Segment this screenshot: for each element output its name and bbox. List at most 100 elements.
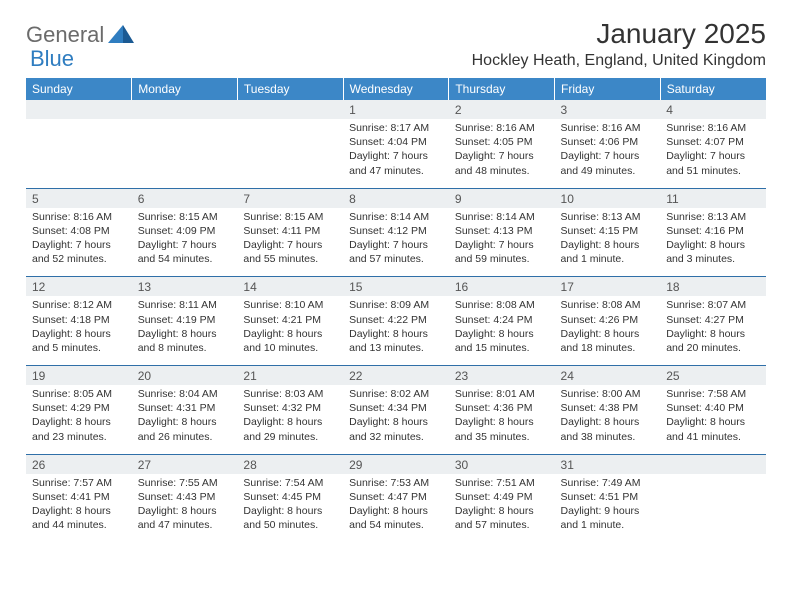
day-detail-line: Sunset: 4:40 PM: [666, 401, 760, 415]
day-detail-line: and 41 minutes.: [666, 430, 760, 444]
day-number-cell: [26, 100, 132, 119]
day-detail-cell: Sunrise: 8:02 AMSunset: 4:34 PMDaylight:…: [343, 385, 449, 454]
day-detail-row: Sunrise: 8:16 AMSunset: 4:08 PMDaylight:…: [26, 208, 766, 277]
day-detail-line: and 1 minute.: [561, 252, 655, 266]
day-number-cell: 7: [237, 188, 343, 208]
day-detail-line: Daylight: 8 hours: [666, 327, 760, 341]
day-detail-line: Daylight: 7 hours: [561, 149, 655, 163]
day-detail-line: Sunrise: 7:53 AM: [349, 476, 443, 490]
day-detail-line: Sunrise: 8:16 AM: [561, 121, 655, 135]
day-detail-cell: Sunrise: 8:13 AMSunset: 4:15 PMDaylight:…: [555, 208, 661, 277]
day-detail-line: Sunset: 4:04 PM: [349, 135, 443, 149]
day-detail-cell: Sunrise: 8:12 AMSunset: 4:18 PMDaylight:…: [26, 296, 132, 365]
day-detail-line: Daylight: 8 hours: [243, 415, 337, 429]
day-detail-cell: Sunrise: 7:51 AMSunset: 4:49 PMDaylight:…: [449, 474, 555, 543]
day-detail-cell: Sunrise: 7:58 AMSunset: 4:40 PMDaylight:…: [660, 385, 766, 454]
day-detail-line: Sunrise: 8:10 AM: [243, 298, 337, 312]
day-detail-line: Daylight: 8 hours: [561, 327, 655, 341]
brand-name-part2: Blue: [30, 46, 74, 71]
weekday-header: Friday: [555, 78, 661, 100]
day-detail-line: and 1 minute.: [561, 518, 655, 532]
day-detail-cell: [237, 119, 343, 188]
day-number-cell: 1: [343, 100, 449, 119]
day-detail-line: Daylight: 8 hours: [561, 238, 655, 252]
day-detail-line: Daylight: 8 hours: [138, 327, 232, 341]
day-detail-cell: Sunrise: 8:08 AMSunset: 4:26 PMDaylight:…: [555, 296, 661, 365]
day-detail-line: Sunset: 4:15 PM: [561, 224, 655, 238]
day-detail-row: Sunrise: 7:57 AMSunset: 4:41 PMDaylight:…: [26, 474, 766, 543]
day-detail-cell: Sunrise: 7:53 AMSunset: 4:47 PMDaylight:…: [343, 474, 449, 543]
day-detail-line: Sunset: 4:45 PM: [243, 490, 337, 504]
day-number-cell: 4: [660, 100, 766, 119]
day-detail-line: and 5 minutes.: [32, 341, 126, 355]
day-detail-line: and 38 minutes.: [561, 430, 655, 444]
day-detail-line: Sunrise: 7:54 AM: [243, 476, 337, 490]
day-detail-cell: Sunrise: 8:13 AMSunset: 4:16 PMDaylight:…: [660, 208, 766, 277]
day-detail-line: Sunset: 4:09 PM: [138, 224, 232, 238]
day-detail-line: Sunrise: 7:49 AM: [561, 476, 655, 490]
day-detail-line: and 23 minutes.: [32, 430, 126, 444]
day-detail-cell: Sunrise: 8:05 AMSunset: 4:29 PMDaylight:…: [26, 385, 132, 454]
weekday-header: Monday: [132, 78, 238, 100]
day-detail-line: Daylight: 8 hours: [666, 238, 760, 252]
month-year: January 2025: [472, 18, 766, 50]
day-number-cell: 5: [26, 188, 132, 208]
day-detail-row: Sunrise: 8:12 AMSunset: 4:18 PMDaylight:…: [26, 296, 766, 365]
day-number-cell: 23: [449, 366, 555, 386]
day-detail-line: Sunrise: 7:58 AM: [666, 387, 760, 401]
day-detail-line: Sunset: 4:06 PM: [561, 135, 655, 149]
brand-name-part2-wrap: Blue: [30, 46, 74, 72]
day-detail-line: Daylight: 8 hours: [32, 327, 126, 341]
day-number-cell: 12: [26, 277, 132, 297]
day-number-row: 1234: [26, 100, 766, 119]
day-detail-line: and 54 minutes.: [138, 252, 232, 266]
day-detail-line: and 20 minutes.: [666, 341, 760, 355]
day-detail-line: Sunset: 4:27 PM: [666, 313, 760, 327]
day-number-row: 567891011: [26, 188, 766, 208]
weekday-header: Saturday: [660, 78, 766, 100]
day-detail-line: Sunrise: 8:00 AM: [561, 387, 655, 401]
day-detail-line: Daylight: 7 hours: [32, 238, 126, 252]
day-detail-line: and 35 minutes.: [455, 430, 549, 444]
day-detail-line: and 54 minutes.: [349, 518, 443, 532]
day-detail-line: and 32 minutes.: [349, 430, 443, 444]
day-detail-line: Sunset: 4:18 PM: [32, 313, 126, 327]
day-detail-line: Sunrise: 8:16 AM: [455, 121, 549, 135]
day-detail-line: Sunrise: 8:11 AM: [138, 298, 232, 312]
day-detail-line: and 57 minutes.: [349, 252, 443, 266]
day-detail-line: Daylight: 7 hours: [243, 238, 337, 252]
day-detail-line: and 47 minutes.: [138, 518, 232, 532]
day-number-cell: 28: [237, 454, 343, 474]
day-detail-cell: Sunrise: 8:04 AMSunset: 4:31 PMDaylight:…: [132, 385, 238, 454]
day-detail-line: Sunrise: 8:13 AM: [561, 210, 655, 224]
day-detail-line: and 51 minutes.: [666, 164, 760, 178]
day-number-cell: 21: [237, 366, 343, 386]
day-detail-cell: Sunrise: 8:01 AMSunset: 4:36 PMDaylight:…: [449, 385, 555, 454]
day-detail-line: Sunset: 4:36 PM: [455, 401, 549, 415]
day-detail-line: Sunset: 4:38 PM: [561, 401, 655, 415]
day-number-cell: 27: [132, 454, 238, 474]
day-detail-cell: Sunrise: 7:55 AMSunset: 4:43 PMDaylight:…: [132, 474, 238, 543]
day-detail-line: and 57 minutes.: [455, 518, 549, 532]
day-detail-line: Sunset: 4:07 PM: [666, 135, 760, 149]
day-detail-line: Sunrise: 8:13 AM: [666, 210, 760, 224]
day-detail-line: Daylight: 8 hours: [32, 415, 126, 429]
day-detail-line: Sunrise: 8:12 AM: [32, 298, 126, 312]
day-detail-line: Daylight: 8 hours: [243, 327, 337, 341]
day-detail-line: and 3 minutes.: [666, 252, 760, 266]
brand-name-part1: General: [26, 22, 104, 48]
weekday-header: Wednesday: [343, 78, 449, 100]
day-detail-line: Daylight: 8 hours: [243, 504, 337, 518]
day-detail-line: and 26 minutes.: [138, 430, 232, 444]
day-number-cell: [660, 454, 766, 474]
day-detail-line: Sunset: 4:08 PM: [32, 224, 126, 238]
day-detail-line: Daylight: 8 hours: [138, 415, 232, 429]
day-number-cell: 9: [449, 188, 555, 208]
brand-logo: General: [26, 18, 136, 48]
day-detail-line: Sunrise: 7:55 AM: [138, 476, 232, 490]
day-number-cell: 2: [449, 100, 555, 119]
day-detail-line: and 59 minutes.: [455, 252, 549, 266]
day-detail-line: Sunrise: 8:01 AM: [455, 387, 549, 401]
day-detail-cell: Sunrise: 7:57 AMSunset: 4:41 PMDaylight:…: [26, 474, 132, 543]
day-detail-line: Sunset: 4:32 PM: [243, 401, 337, 415]
